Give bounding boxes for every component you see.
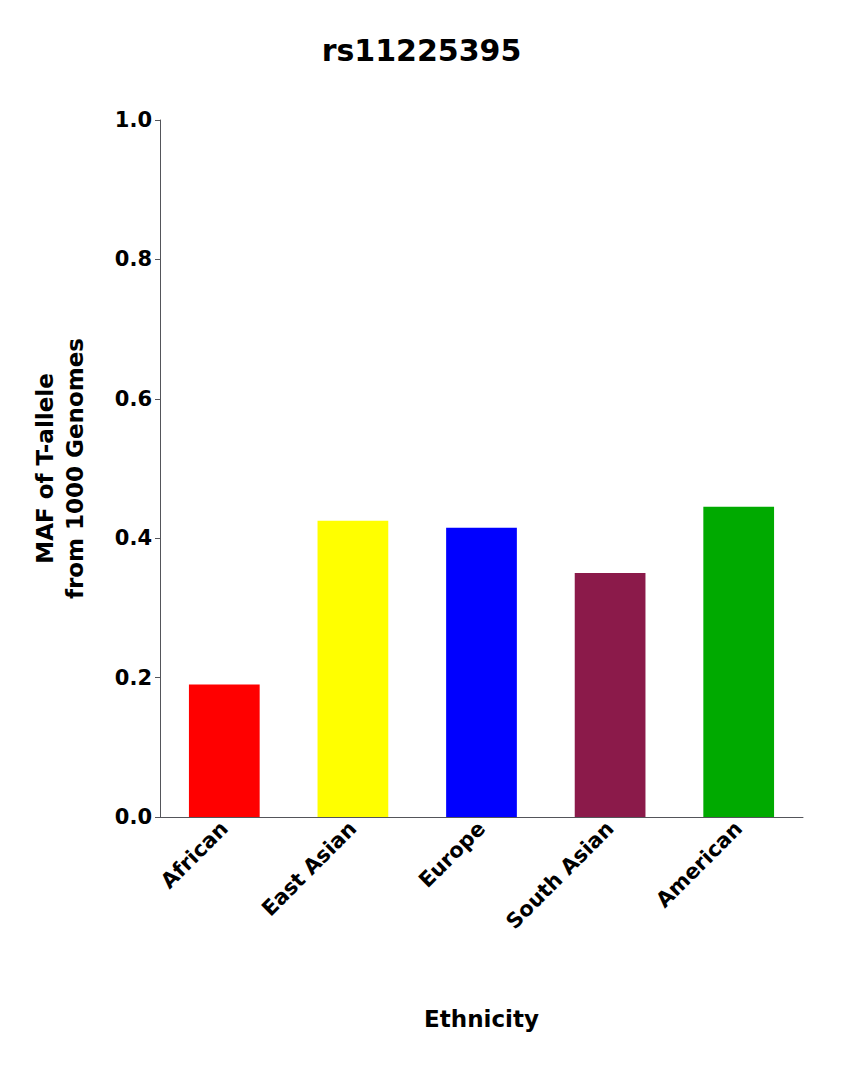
svg-text:Ethnicity: Ethnicity — [424, 1006, 539, 1032]
svg-text:East Asian: East Asian — [257, 817, 361, 921]
svg-text:American: American — [651, 817, 747, 913]
svg-text:1.0: 1.0 — [115, 108, 152, 132]
svg-text:0.6: 0.6 — [115, 387, 152, 411]
svg-text:MAF of T-allele: MAF of T-allele — [32, 373, 58, 563]
svg-text:African: African — [156, 817, 233, 894]
svg-text:0.4: 0.4 — [115, 526, 152, 550]
svg-text:Europe: Europe — [414, 817, 490, 893]
svg-text:rs11225395: rs11225395 — [322, 33, 522, 68]
svg-text:0.2: 0.2 — [115, 666, 152, 690]
svg-text:South Asian: South Asian — [501, 817, 618, 934]
svg-text:from 1000 Genomes: from 1000 Genomes — [62, 338, 88, 599]
svg-text:0.8: 0.8 — [115, 247, 152, 271]
svg-text:0.0: 0.0 — [115, 805, 152, 829]
